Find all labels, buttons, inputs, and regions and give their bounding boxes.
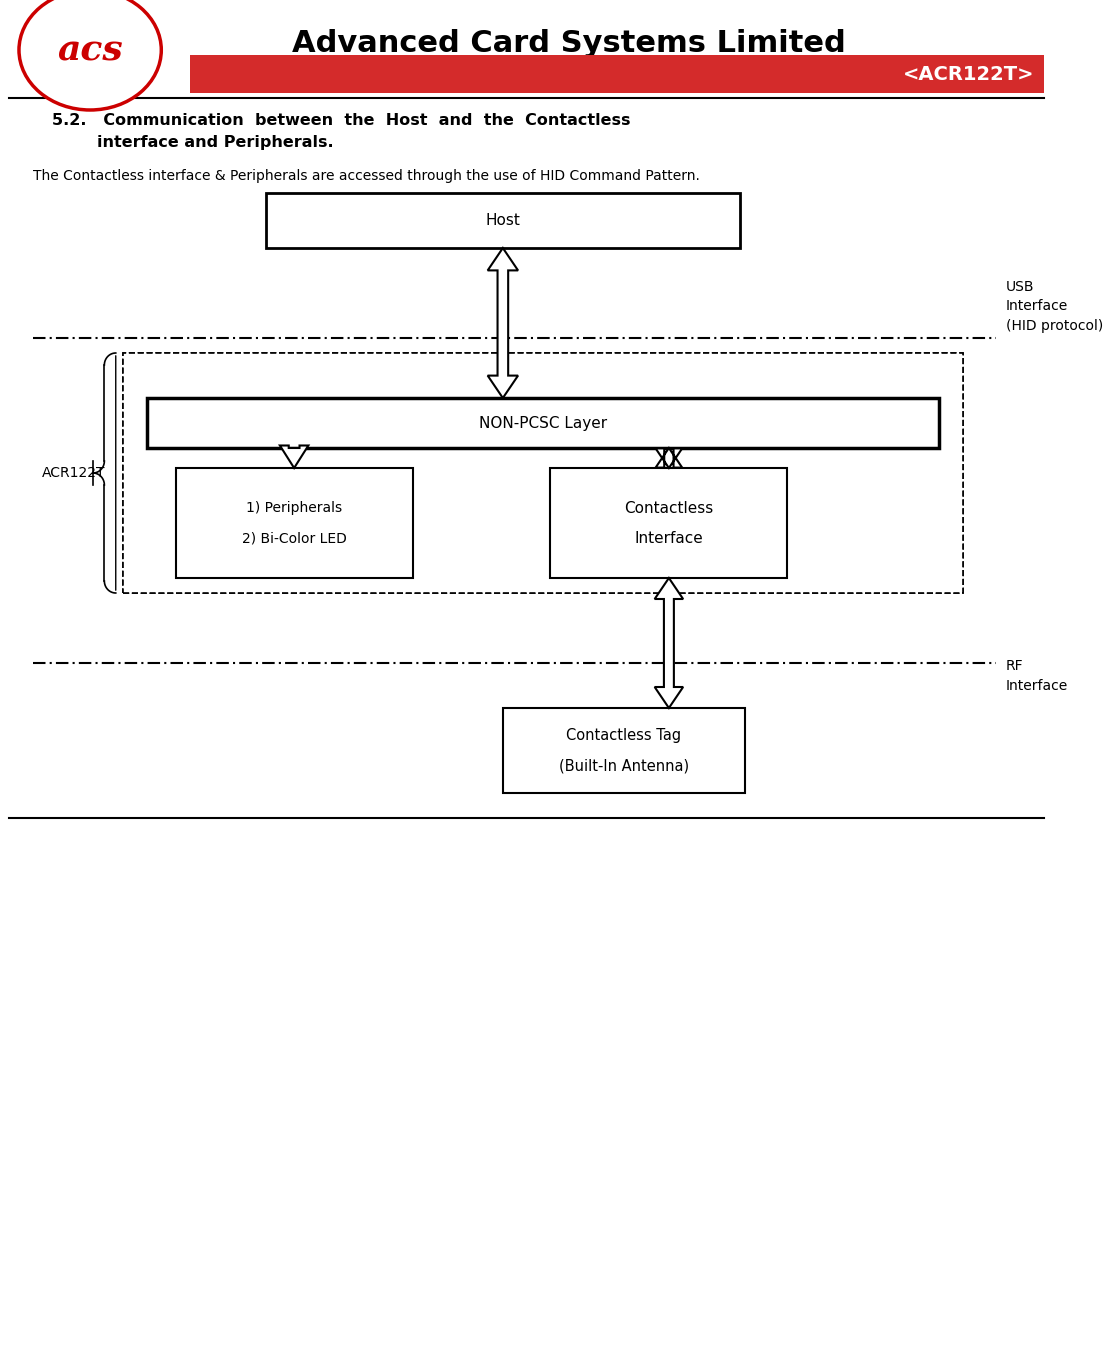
- Text: <ACR122T>: <ACR122T>: [903, 65, 1034, 84]
- Text: Advanced Card Systems Limited: Advanced Card Systems Limited: [292, 28, 846, 58]
- Ellipse shape: [19, 0, 161, 111]
- Text: 2) Bi-Color LED: 2) Bi-Color LED: [241, 531, 347, 545]
- Text: ACR122T: ACR122T: [42, 466, 106, 480]
- Text: acs: acs: [57, 32, 123, 67]
- Polygon shape: [655, 578, 683, 708]
- Polygon shape: [656, 448, 682, 468]
- Text: USB
Interface
(HID protocol): USB Interface (HID protocol): [1005, 279, 1103, 333]
- Text: 1) Peripherals: 1) Peripherals: [246, 501, 342, 515]
- Text: Contactless: Contactless: [624, 500, 714, 515]
- FancyBboxPatch shape: [266, 193, 741, 248]
- Text: interface and Peripherals.: interface and Peripherals.: [52, 136, 334, 151]
- Text: Interface: Interface: [635, 531, 703, 546]
- FancyBboxPatch shape: [503, 708, 745, 793]
- FancyBboxPatch shape: [190, 55, 1044, 93]
- Text: NON-PCSC Layer: NON-PCSC Layer: [479, 415, 607, 430]
- FancyBboxPatch shape: [147, 398, 940, 448]
- Text: Host: Host: [486, 213, 520, 228]
- Polygon shape: [488, 248, 518, 398]
- FancyBboxPatch shape: [123, 353, 963, 593]
- FancyBboxPatch shape: [176, 468, 413, 578]
- Text: RF
Interface: RF Interface: [1005, 659, 1068, 693]
- FancyBboxPatch shape: [123, 353, 963, 593]
- Text: The Contactless interface & Peripherals are accessed through the use of HID Comm: The Contactless interface & Peripherals …: [33, 168, 701, 183]
- Text: Contactless Tag: Contactless Tag: [566, 728, 682, 743]
- Text: 5.2.   Communication  between  the  Host  and  the  Contactless: 5.2. Communication between the Host and …: [52, 112, 631, 128]
- FancyBboxPatch shape: [550, 468, 787, 578]
- Text: (Built-In Antenna): (Built-In Antenna): [558, 758, 689, 772]
- Polygon shape: [280, 445, 308, 468]
